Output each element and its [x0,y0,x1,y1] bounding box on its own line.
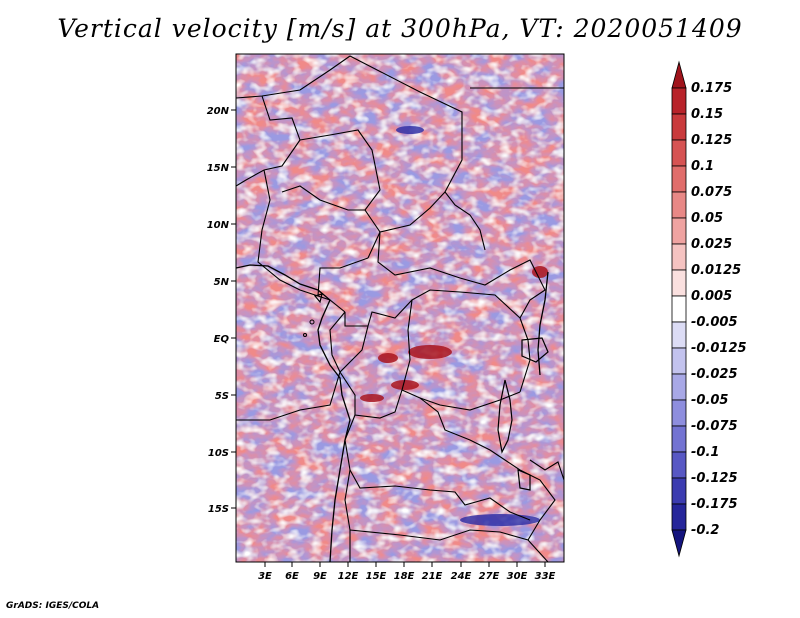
colorbar-segment [671,243,687,271]
colorbar-label: 0.175 [691,81,732,96]
map-frame [235,53,565,563]
lon-tick-label: 6E [285,571,299,582]
country-borders [236,55,564,562]
lat-tick-label: 15N [207,163,230,174]
colorbar-label: 0.125 [691,133,732,148]
colorbar-label: 0.05 [691,211,723,226]
lat-tick-label: EQ [214,334,230,345]
lat-tick-label: 5S [215,391,229,402]
colorbar-label: 0.005 [691,289,732,304]
lon-tick-label: 12E [338,571,359,582]
colorbar-label: -0.025 [691,367,738,382]
lon-tick-label: 3E [258,571,272,582]
strong-subsidence [396,126,540,526]
colorbar-segment [671,373,687,401]
islands [303,319,315,337]
colorbar-label: -0.05 [691,393,728,408]
lon-tick-label: 30E [507,571,528,582]
colorbar-label: 0.0125 [691,263,741,278]
colorbar-label: 0.075 [691,185,732,200]
colorbar-label: -0.0125 [691,341,747,356]
colorbar-segment [671,529,687,558]
colorbar-label: -0.175 [691,497,738,512]
colorbar-segment [671,60,687,89]
colorbar-segment [671,87,687,115]
colorbar-segment [671,217,687,245]
longitude-labels: 3E 6E 9E 12E 15E 18E 21E 24E 27E 30E 33E [258,571,555,582]
lon-tick-label: 15E [366,571,387,582]
chart-title: Vertical velocity [m/s] at 300hPa, VT: 2… [57,14,743,43]
tick-marks [231,109,546,567]
coastline [236,264,549,562]
colorbar-segment [671,165,687,193]
colorbar: 0.175 0.15 0.125 0.1 0.075 0.05 0.025 0.0125 0.0… [671,60,747,558]
colorbar-label: -0.2 [691,523,719,538]
colorbar-segment [671,295,687,323]
colorbar-segment [671,269,687,297]
colorbar-label: -0.125 [691,471,738,486]
lat-tick-label: 10N [207,220,230,231]
colorbar-segment [671,399,687,427]
colorbar-segment [671,503,687,531]
colorbar-segment [671,451,687,479]
grads-credit: GrADS: IGES/COLA [6,601,100,611]
colorbar-segment [671,321,687,349]
lon-tick-label: 24E [451,571,472,582]
colorbar-segment [671,191,687,219]
colorbar-label: -0.1 [691,445,719,460]
latitude-labels: 20N 15N 10N 5N EQ 5S 10S 15S [207,106,230,515]
lon-tick-label: 33E [535,571,556,582]
lon-tick-label: 27E [479,571,500,582]
colorbar-segment [671,139,687,167]
lat-tick-label: 15S [208,504,229,515]
colorbar-label: 0.1 [691,159,714,174]
lon-tick-label: 9E [313,571,327,582]
colorbar-label: -0.005 [691,315,738,330]
colorbar-segment [671,477,687,505]
colorbar-label: 0.15 [691,107,723,122]
colorbar-label: 0.025 [691,237,732,252]
lat-tick-label: 10S [208,448,229,459]
lat-tick-label: 5N [214,277,230,288]
colorbar-label: -0.075 [691,419,738,434]
lakes [313,293,549,491]
convection-cores [360,266,548,402]
colorbar-segment [671,347,687,375]
colorbar-segment [671,113,687,141]
colorbar-segment [671,425,687,453]
lon-tick-label: 21E [422,571,443,582]
lat-tick-label: 20N [207,106,230,117]
lon-tick-label: 18E [394,571,415,582]
